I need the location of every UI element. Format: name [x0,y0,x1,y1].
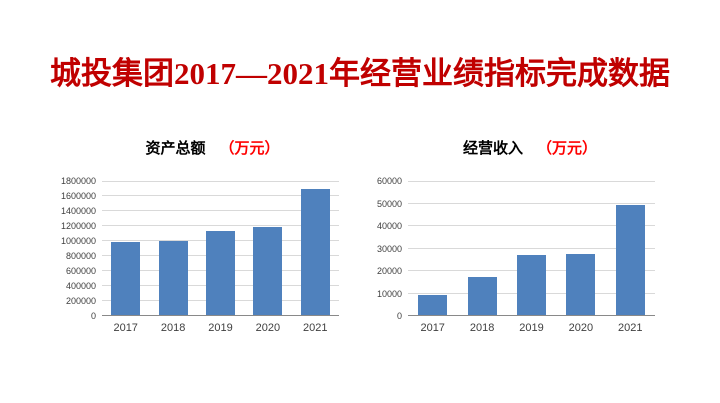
y-axis-tick-label: 1800000 [60,176,96,186]
x-axis-tick-label: 2017 [113,322,138,334]
y-axis-tick-label: 0 [396,311,402,321]
chart-operating-revenue: 经营收入 （万元） 0 10000 20000 30000 40000 50000 60000… [377,137,675,349]
y-axis-tick-label: 0 [90,311,96,321]
x-axis-tick-label: 2018 [469,322,495,334]
y-axis-tick-label: 1000000 [60,236,96,246]
gridline [408,247,655,249]
x-axis-tick-label: 2018 [160,322,186,334]
chart-title-unit: （万元） [219,140,280,157]
x-axis-tick-label: 2020 [255,322,281,334]
bar-2020 [253,226,283,316]
chart-title: 经营收入 （万元） [385,140,675,157]
x-axis-tick-label: 2021 [303,322,328,334]
plot-area: 0 10000 20000 30000 40000 50000 60000 2017 2018 2… [377,176,655,334]
bar-2021 [615,204,645,316]
y-axis-tick-label: 20000 [376,266,402,276]
y-axis-tick-label: 1200000 [60,221,96,231]
y-axis-tick-label: 400000 [65,281,96,291]
bar-2018 [467,276,497,316]
bar-2021 [300,189,330,316]
plot-area: 0 200000 400000 600000 800000 1000000 1200000 1… [61,176,339,334]
gridline [102,181,339,182]
gridline [408,202,655,204]
gridline [102,210,339,211]
chart-title-text: 经营收入 [462,140,523,157]
bar-2020 [566,254,596,316]
bar-2017 [111,241,141,316]
chart-title-unit: （万元） [537,140,598,157]
x-axis-line [102,315,339,316]
y-axis-tick-label: 200000 [65,296,96,306]
bar-2019 [517,255,546,316]
bar-2019 [206,231,235,316]
y-axis-tick-label: 60000 [376,176,402,186]
chart-title-text: 资产总额 [145,140,206,157]
x-axis-tick-label: 2019 [519,322,544,334]
gridline [408,181,655,182]
y-axis-tick-label: 50000 [376,198,402,209]
bar-2017 [418,294,448,316]
chart-title: 资产总额 （万元） [55,140,370,157]
gridline [408,225,655,226]
bar-2018 [158,241,188,316]
x-axis-line [408,315,655,316]
x-axis-tick-label: 2017 [420,322,445,334]
y-axis-tick-label: 30000 [376,243,402,254]
x-axis-tick-label: 2019 [208,322,233,334]
y-axis-tick-label: 1400000 [60,206,96,216]
x-axis-tick-label: 2020 [568,322,594,334]
y-axis-tick-label: 600000 [65,266,96,276]
gridline [102,225,339,226]
y-axis-tick-label: 10000 [376,288,402,299]
y-axis-tick-label: 1600000 [60,191,96,201]
x-axis-tick-label: 2021 [618,322,643,334]
y-axis-tick-label: 40000 [376,221,402,231]
gridline [102,195,339,196]
chart-total-assets: 资产总额 （万元） 0 200000 400000 600000 800000 100000… [55,137,370,349]
y-axis-tick-label: 800000 [65,251,96,261]
slide-title: 城投集团2017—2021年经营业绩指标完成数据 [50,56,670,91]
